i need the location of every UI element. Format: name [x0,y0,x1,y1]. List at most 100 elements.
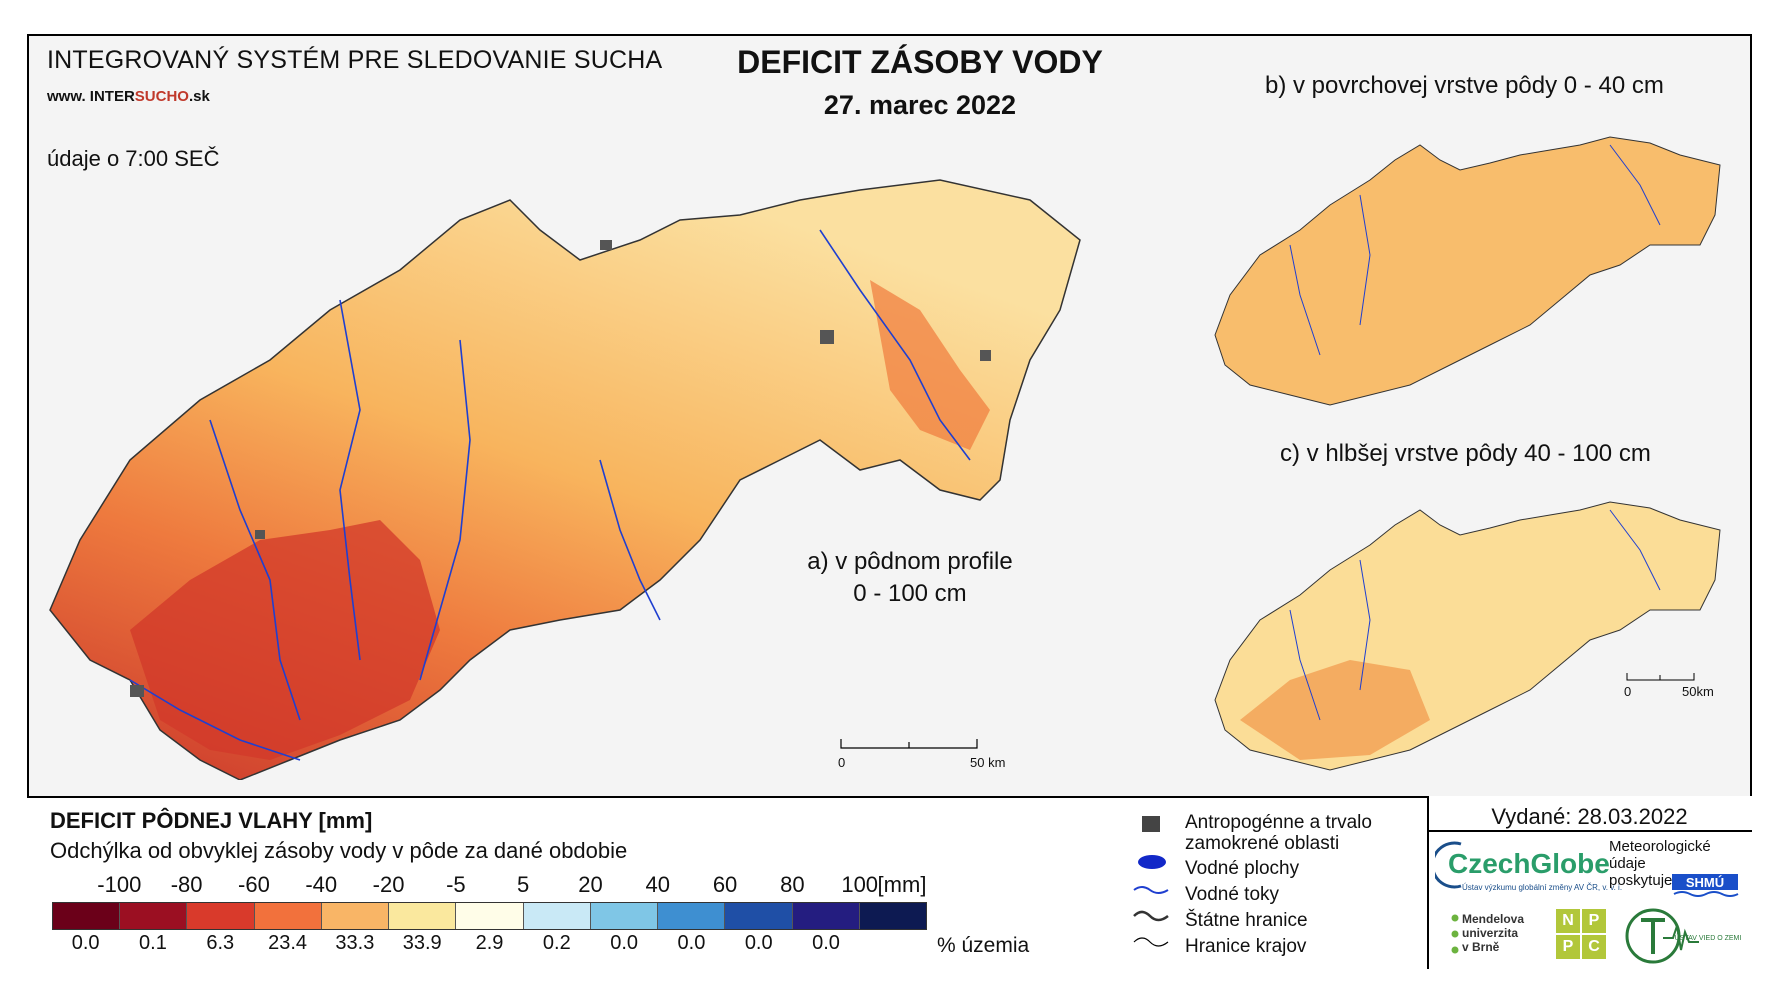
legend-color-swatch [658,903,726,929]
water-body-icon [1138,855,1166,869]
nppc-letter: N [1555,908,1581,934]
main-title: DEFICIT ZÁSOBY VODY [737,44,1103,80]
legend-percent-value: 33.9 [402,932,442,954]
legend-tick-label: 40 [645,872,671,897]
website-link[interactable]: www. INTERSUCHO.sk [47,88,210,105]
legend-color-bar [52,902,927,930]
legend-percent-value: 0.0 [677,932,706,954]
czechglobe-sub: Ústav výzkumu globální změny AV ČR, v. v… [1462,883,1623,892]
legend-tick-label: -5 [446,872,466,897]
legend-percent-value: 2.9 [475,932,504,954]
nppc-letter: C [1581,934,1607,960]
legend-color-swatch [456,903,524,929]
rivers-b [1289,144,1661,356]
mendel-logo: Mendelova univerzita v Brně [1462,912,1525,954]
slovakia-shape-b [1214,136,1721,406]
map-a-label: a) v pôdnom profile 0 - 100 cm [790,546,1030,610]
map-c-label: c) v hlbšej vrstve pôdy 40 - 100 cm [1280,440,1651,467]
czechglobe-logo-icon [1435,841,1462,889]
legend-tick-label: -80 [170,872,203,897]
main-date: 27. marec 2022 [823,90,1017,120]
symbol-label-state: Štátne hranice [1185,910,1308,931]
legend-percent-value: 33.3 [335,932,375,954]
shmu-logo-text: SHMÚ [1686,875,1724,890]
symbol-label-river: Vodné toky [1185,884,1280,905]
nppc-letter: P [1555,934,1581,960]
uvz-logo-text: ÚSTAV VIED O ZEMI [1675,933,1742,942]
legend-unit-label: [mm] [877,872,927,897]
river-icon [1133,886,1169,894]
issued-date: Vydané: 28.03.2022 [1491,804,1688,829]
legend-color-swatch [523,903,591,929]
legend-subtitle: Odchýlka od obvyklej zásoby vody v pôde … [50,838,628,863]
czechglobe-logo: CzechGlobe [1448,848,1610,879]
legend-percent-value: 0.1 [139,932,167,954]
legend-color-swatch [120,903,188,929]
legend-tick-label: 5 [517,872,530,897]
nppc-logo: N P P C [1555,908,1607,960]
south-red-zone [130,520,440,760]
symbol-label-water: Vodné plochy [1185,858,1300,879]
south-orange-zone-c [1240,660,1430,760]
map-b-label: b) v povrchovej vrstve pôdy 0 - 40 cm [1265,72,1664,99]
legend-color-swatch [53,903,121,929]
map-c [1214,501,1721,771]
legend-tick-label: -100 [97,872,142,897]
legend-color-swatch [590,903,659,929]
website-prefix: www. INTER [47,88,135,105]
urban-area-icon [1142,816,1160,832]
legend-tick-label: 100 [841,872,879,897]
nppc-letter: P [1581,908,1607,934]
map-a-label-line1: a) v pôdnom profile [807,548,1013,575]
legend-percent-value: 0.0 [744,932,773,954]
scale-small-zero: 0 [1624,684,1632,699]
legend-percent-value: 23.4 [268,932,308,954]
legend-tick-label: -20 [372,872,405,897]
symbol-label-urban: Antropogénne a trvalo zamokrené oblasti [1185,812,1372,854]
legend-tick-label: -40 [305,872,338,897]
map-a-label-line2: 0 - 100 cm [853,580,967,607]
region-border-icon [1133,937,1169,947]
east-orange-zone [870,280,990,450]
legend-percent-value: 0.0 [812,932,840,954]
scale-a-end: 50 km [970,755,1006,770]
legend-tick-label: 60 [712,872,738,897]
legend-title: DEFICIT PÔDNEJ VLAHY [mm] [50,808,373,833]
urban-areas-a [130,240,991,697]
legend-ticks: -100 -80 -60 -40 -20 -5 5 20 40 60 80 100 [mm] [50,872,950,898]
website-suffix: .sk [188,88,210,105]
rivers-c [1289,509,1661,721]
website-highlight: SUCHO [134,88,189,105]
legend-color-swatch [725,903,793,929]
legend-percent-value: 0.0 [71,932,100,954]
legend-tick-label: -60 [238,872,270,897]
legend-tick-label: 20 [578,872,603,897]
scale-bar-small [1626,673,1695,681]
symbol-label-region: Hranice krajov [1185,936,1307,957]
scale-a-zero: 0 [838,755,846,770]
legend-tick-label: 80 [780,872,805,897]
percent-label: % územia [937,934,1030,957]
time-note: údaje o 7:00 SEČ [47,146,220,171]
scale-bar-a [840,739,978,749]
symbol-icons [1133,816,1169,947]
legend-percent-value: 0.2 [542,932,571,954]
scale-small-end: 50km [1682,684,1714,699]
legend-color-swatch [389,903,457,929]
rivers-a [129,229,971,761]
legend-percent-value: 0.0 [610,932,639,954]
legend-color-swatch [792,903,860,929]
map-b [1214,136,1721,406]
system-title: INTEGROVANÝ SYSTÉM PRE SLEDOVANIE SUCHA [47,46,663,74]
shmu-logo-icon: SHMÚ [1672,874,1739,897]
meteo-note: Meteorologické údaje poskytuje: [1609,838,1711,889]
mendel-dots-icon [1451,914,1459,954]
legend-percentages: 0.0 0.1 6.3 23.4 33.3 33.9 2.9 0.2 0.0 0.0 0.0 0.0 [52,932,927,958]
issued-divider [1427,830,1752,832]
legend-color-swatch [321,903,390,929]
uvz-logo-icon: ÚSTAV VIED O ZEMI [1625,908,1742,964]
state-border-icon [1133,910,1169,922]
legend-color-swatch [254,903,322,929]
legend-color-swatch [187,903,255,929]
legend-percent-value: 6.3 [206,932,235,954]
